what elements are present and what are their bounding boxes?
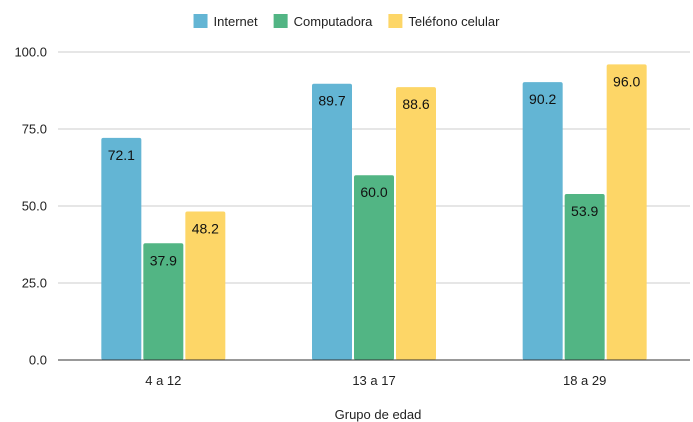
- data-label: 60.0: [360, 184, 387, 200]
- legend-item: Internet: [193, 14, 258, 29]
- data-label: 37.9: [150, 252, 177, 268]
- y-tick-label: 0.0: [29, 353, 47, 368]
- data-label: 48.2: [192, 221, 219, 237]
- y-tick-label: 25.0: [22, 276, 47, 291]
- x-tick-label: 4 a 12: [145, 373, 181, 388]
- legend-item: Computadora: [273, 14, 374, 29]
- data-label: 72.1: [108, 147, 135, 163]
- legend-swatch: [193, 14, 208, 28]
- bars: [101, 64, 647, 361]
- bar: [396, 87, 436, 360]
- data-label: 90.2: [529, 91, 556, 107]
- legend-label: Teléfono celular: [408, 14, 500, 29]
- bar: [143, 243, 184, 360]
- data-label: 88.6: [402, 96, 429, 112]
- x-axis: 4 a 12 13 a 17 18 a 29: [58, 359, 690, 388]
- legend: Internet Computadora Teléfono celular: [193, 14, 500, 29]
- y-tick-label: 100.0: [14, 45, 47, 60]
- bar: [101, 137, 142, 360]
- bar: [564, 193, 605, 360]
- y-tick-label: 50.0: [22, 199, 47, 214]
- bar: [312, 83, 352, 360]
- data-labels: 72.1 37.9 48.2 89.7 60.0 88.6 90.2 53.9 96.0: [108, 73, 641, 268]
- bar: [522, 82, 563, 361]
- x-axis-title: Grupo de edad: [335, 407, 422, 422]
- legend-label: Internet: [214, 14, 258, 29]
- data-label: 96.0: [613, 73, 640, 89]
- bar: [185, 211, 226, 360]
- y-axis: 0.0 25.0 50.0 75.0 100.0: [14, 45, 47, 368]
- bar: [354, 175, 394, 360]
- legend-swatch: [273, 14, 288, 28]
- legend-label: Computadora: [294, 14, 374, 29]
- bar: [606, 64, 647, 360]
- x-tick-label: 13 a 17: [352, 373, 395, 388]
- legend-item: Teléfono celular: [388, 14, 500, 29]
- data-label: 53.9: [571, 203, 598, 219]
- x-tick-label: 18 a 29: [563, 373, 606, 388]
- y-tick-label: 75.0: [22, 122, 47, 137]
- data-label: 89.7: [318, 93, 345, 109]
- legend-swatch: [388, 14, 403, 28]
